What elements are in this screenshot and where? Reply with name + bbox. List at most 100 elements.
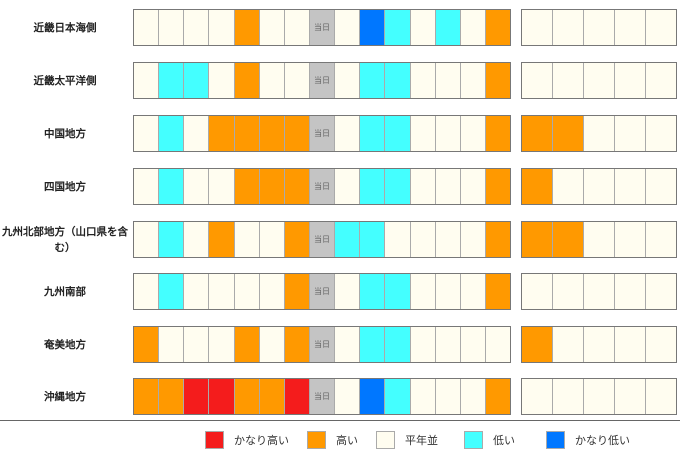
today-cell: 当日 xyxy=(309,169,336,204)
forecast-cell xyxy=(360,169,386,204)
forecast-cell xyxy=(184,63,210,98)
forecast-cell xyxy=(435,327,461,362)
forecast-cell xyxy=(134,379,160,414)
forecast-cell xyxy=(460,222,486,257)
forecast-cell xyxy=(410,63,436,98)
legend-label: 平年並 xyxy=(405,434,438,447)
forecast-cell xyxy=(184,116,210,151)
forecast-cell xyxy=(385,222,411,257)
forecast-grid: 当日 xyxy=(133,273,511,310)
legend-label: 高い xyxy=(336,434,358,447)
forecast-cell xyxy=(485,379,511,414)
forecast-cell xyxy=(184,274,210,309)
region-row: 九州南部 当日 xyxy=(0,273,680,310)
forecast-cell xyxy=(234,169,260,204)
forecast-cell xyxy=(410,169,436,204)
forecast-cell xyxy=(134,10,160,45)
forecast-cell xyxy=(522,379,553,414)
forecast-cell xyxy=(615,327,646,362)
today-cell: 当日 xyxy=(309,10,336,45)
forecast-cell xyxy=(646,63,676,98)
forecast-cell xyxy=(553,10,584,45)
forecast-cell xyxy=(460,274,486,309)
today-cell: 当日 xyxy=(309,327,336,362)
forecast-cell xyxy=(134,274,160,309)
forecast-cell xyxy=(553,116,584,151)
forecast-cell xyxy=(522,63,553,98)
region-label: 九州南部 xyxy=(44,285,86,298)
forecast-cell xyxy=(159,327,185,362)
forecast-grid: 当日 xyxy=(133,221,511,258)
legend-label: かなり高い xyxy=(234,434,289,447)
forecast-cell xyxy=(284,169,310,204)
forecast-cell xyxy=(460,327,486,362)
forecast-cell xyxy=(584,327,615,362)
forecast-cell xyxy=(335,379,361,414)
region-label: 奄美地方 xyxy=(44,338,86,351)
forecast-cell xyxy=(553,222,584,257)
forecast-cell xyxy=(385,327,411,362)
forecast-cell xyxy=(335,116,361,151)
forecast-cell xyxy=(435,63,461,98)
extended-forecast-grid xyxy=(521,326,677,363)
forecast-cell xyxy=(209,116,235,151)
forecast-cell xyxy=(485,10,511,45)
forecast-cell xyxy=(522,169,553,204)
forecast-cell xyxy=(134,169,160,204)
legend-swatch xyxy=(376,431,395,449)
forecast-cell xyxy=(259,63,285,98)
legend-label: 低い xyxy=(493,434,515,447)
forecast-cell xyxy=(209,379,235,414)
forecast-cell xyxy=(584,222,615,257)
forecast-cell xyxy=(134,327,160,362)
forecast-cell xyxy=(335,169,361,204)
forecast-cell xyxy=(553,63,584,98)
today-cell: 当日 xyxy=(309,116,336,151)
forecast-cell xyxy=(360,379,386,414)
forecast-cell xyxy=(385,63,411,98)
forecast-cell xyxy=(259,169,285,204)
forecast-cell xyxy=(284,10,310,45)
forecast-cell xyxy=(522,10,553,45)
forecast-cell xyxy=(284,63,310,98)
forecast-cell xyxy=(159,169,185,204)
forecast-cell xyxy=(460,116,486,151)
legend-swatch xyxy=(464,431,483,449)
today-cell: 当日 xyxy=(309,379,336,414)
forecast-cell xyxy=(485,116,511,151)
forecast-cell xyxy=(234,116,260,151)
legend-item: 低い xyxy=(464,431,515,449)
forecast-cell xyxy=(159,379,185,414)
forecast-cell xyxy=(335,63,361,98)
region-label: 沖縄地方 xyxy=(44,390,86,403)
forecast-cell xyxy=(360,63,386,98)
forecast-cell xyxy=(159,10,185,45)
forecast-cell xyxy=(485,169,511,204)
forecast-cell xyxy=(460,63,486,98)
legend-item: かなり低い xyxy=(546,431,630,449)
region-row: 奄美地方 当日 xyxy=(0,326,680,363)
forecast-cell xyxy=(134,222,160,257)
forecast-cell xyxy=(615,379,646,414)
region-label: 近畿日本海側 xyxy=(33,21,97,34)
today-cell: 当日 xyxy=(309,63,336,98)
forecast-cell xyxy=(184,379,210,414)
forecast-grid: 当日 xyxy=(133,168,511,205)
forecast-cell xyxy=(259,379,285,414)
forecast-grid: 当日 xyxy=(133,378,511,415)
forecast-cell xyxy=(522,116,553,151)
region-row: 近畿太平洋側 当日 xyxy=(0,62,680,99)
extended-forecast-grid xyxy=(521,62,677,99)
forecast-cell xyxy=(385,379,411,414)
forecast-cell xyxy=(335,10,361,45)
forecast-cell xyxy=(335,327,361,362)
forecast-cell xyxy=(615,222,646,257)
region-row: 九州北部地方（山口県を含む） 当日 xyxy=(0,221,680,258)
legend-swatch xyxy=(205,431,224,449)
forecast-cell xyxy=(259,10,285,45)
forecast-cell xyxy=(335,274,361,309)
forecast-cell xyxy=(410,379,436,414)
forecast-cell xyxy=(522,327,553,362)
forecast-cell xyxy=(259,274,285,309)
forecast-cell xyxy=(584,116,615,151)
